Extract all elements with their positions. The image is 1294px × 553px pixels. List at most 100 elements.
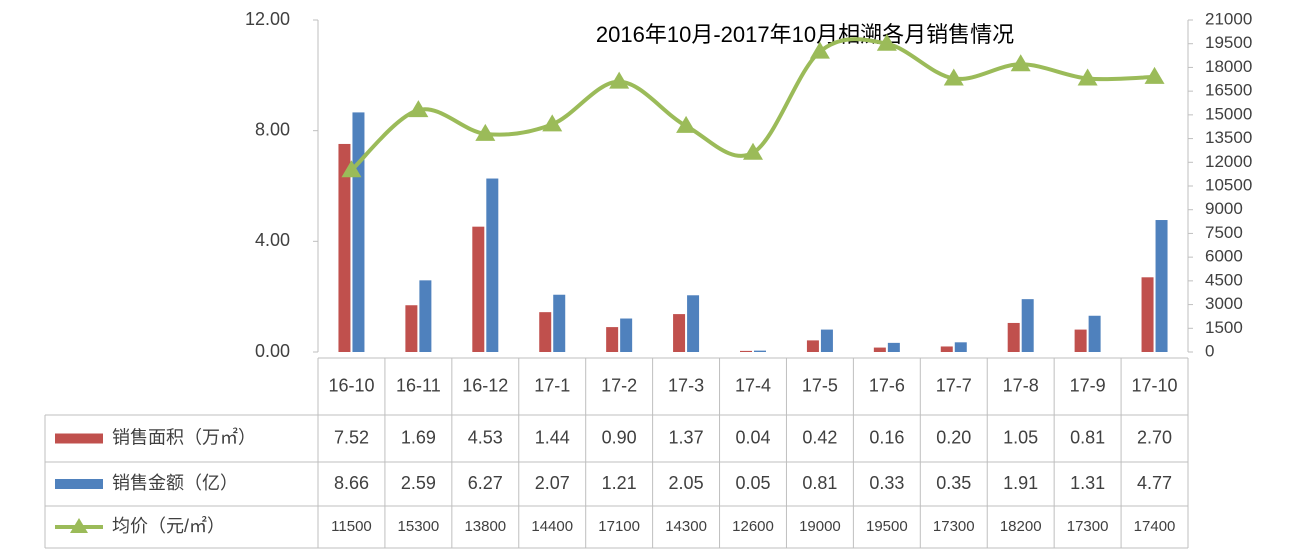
y2-tick-label: 4500 (1205, 270, 1243, 289)
bar (606, 327, 619, 352)
table-value: 17300 (1067, 518, 1109, 535)
bar (687, 295, 700, 352)
legend-swatch (55, 433, 103, 444)
y2-tick-label: 19500 (1205, 33, 1252, 52)
x-tick-label: 17-1 (534, 375, 570, 395)
table-value: 12600 (732, 518, 774, 535)
bar (673, 314, 686, 352)
y2-tick-label: 6000 (1205, 247, 1243, 266)
table-value: 6.27 (468, 473, 503, 493)
bar (873, 347, 886, 352)
line-marker (809, 41, 830, 59)
legend-label: 销售金额（亿） (112, 473, 238, 493)
table-value: 1.05 (1003, 427, 1038, 447)
table-value: 7.52 (334, 427, 369, 447)
y2-tick-label: 3000 (1205, 294, 1243, 313)
bar (1141, 277, 1154, 352)
y2-tick-label: 18000 (1205, 57, 1252, 76)
y2-tick-label: 1500 (1205, 318, 1243, 337)
x-tick-label: 17-4 (735, 375, 771, 395)
table-value: 19500 (866, 518, 908, 535)
y2-tick-label: 16500 (1205, 81, 1252, 100)
bar (405, 305, 418, 352)
line-marker (408, 100, 429, 118)
table-value: 1.91 (1003, 473, 1038, 493)
x-tick-label: 17-6 (869, 375, 905, 395)
line-marker (1144, 66, 1165, 84)
bar (352, 112, 365, 352)
line-marker (341, 160, 362, 178)
y2-tick-label: 10500 (1205, 175, 1252, 194)
y2-tick-label: 21000 (1205, 9, 1252, 28)
bar (954, 342, 967, 352)
table-value: 1.31 (1070, 473, 1105, 493)
table-value: 4.77 (1137, 473, 1172, 493)
table-value: 11500 (331, 518, 372, 535)
table-value: 17300 (933, 518, 975, 535)
y2-tick-label: 12000 (1205, 152, 1252, 171)
bar (1155, 220, 1168, 352)
table-value: 1.69 (401, 427, 436, 447)
table-value: 2.70 (1137, 427, 1172, 447)
bar (1088, 315, 1101, 352)
table-value: 0.20 (936, 427, 971, 447)
table-value: 14300 (665, 518, 707, 535)
line-marker (876, 33, 897, 51)
bar (754, 350, 766, 352)
bar (806, 340, 819, 352)
table-value: 0.81 (802, 473, 837, 493)
bar (553, 294, 566, 352)
legend-label: 均价（元/㎡） (112, 515, 225, 536)
x-tick-label: 17-2 (601, 375, 637, 395)
bar (539, 312, 552, 352)
y-tick-label: 4.00 (255, 230, 290, 250)
legend-marker (70, 518, 88, 533)
line-marker (542, 114, 563, 132)
table-value: 14400 (531, 518, 573, 535)
table-value: 0.90 (602, 427, 637, 447)
bar (1074, 329, 1087, 352)
line-marker (609, 71, 630, 89)
table-value: 15300 (398, 518, 440, 535)
line-marker (475, 123, 496, 141)
x-tick-label: 16-12 (462, 375, 508, 395)
table-value: 8.66 (334, 473, 369, 493)
table-value: 2.59 (401, 473, 436, 493)
bar (1007, 322, 1020, 352)
table-value: 4.53 (468, 427, 503, 447)
y2-tick-label: 9000 (1205, 199, 1243, 218)
bar (419, 280, 432, 352)
table-value: 0.05 (735, 473, 770, 493)
x-tick-label: 16-11 (396, 375, 441, 395)
x-tick-label: 17-8 (1003, 375, 1039, 395)
x-tick-label: 17-5 (802, 375, 838, 395)
chart-title: 2016年10月-2017年10月相溯各月销售情况 (596, 22, 1014, 47)
bar (1021, 299, 1034, 352)
table-value: 0.42 (802, 427, 837, 447)
bar (486, 178, 499, 352)
bar (940, 346, 953, 352)
table-value: 18200 (1000, 518, 1042, 535)
bar (472, 226, 485, 352)
table-value: 17400 (1134, 518, 1176, 535)
table-value: 19000 (799, 518, 841, 535)
x-tick-label: 17-10 (1132, 375, 1178, 395)
table-value: 2.05 (669, 473, 704, 493)
y-tick-label: 12.00 (245, 9, 290, 29)
bar (740, 350, 752, 352)
table-value: 0.35 (936, 473, 971, 493)
table-value: 1.21 (602, 473, 637, 493)
line-marker (676, 115, 697, 133)
bar (887, 342, 900, 352)
table-value: 17100 (598, 518, 640, 535)
table-value: 13800 (464, 518, 506, 535)
line-marker (943, 68, 964, 86)
line-marker (1077, 68, 1098, 86)
legend-swatch (55, 479, 103, 489)
x-tick-label: 17-7 (936, 375, 972, 395)
table-value: 0.33 (869, 473, 904, 493)
x-tick-label: 17-3 (668, 375, 704, 395)
table-value: 0.16 (869, 427, 904, 447)
x-tick-label: 17-9 (1070, 375, 1106, 395)
